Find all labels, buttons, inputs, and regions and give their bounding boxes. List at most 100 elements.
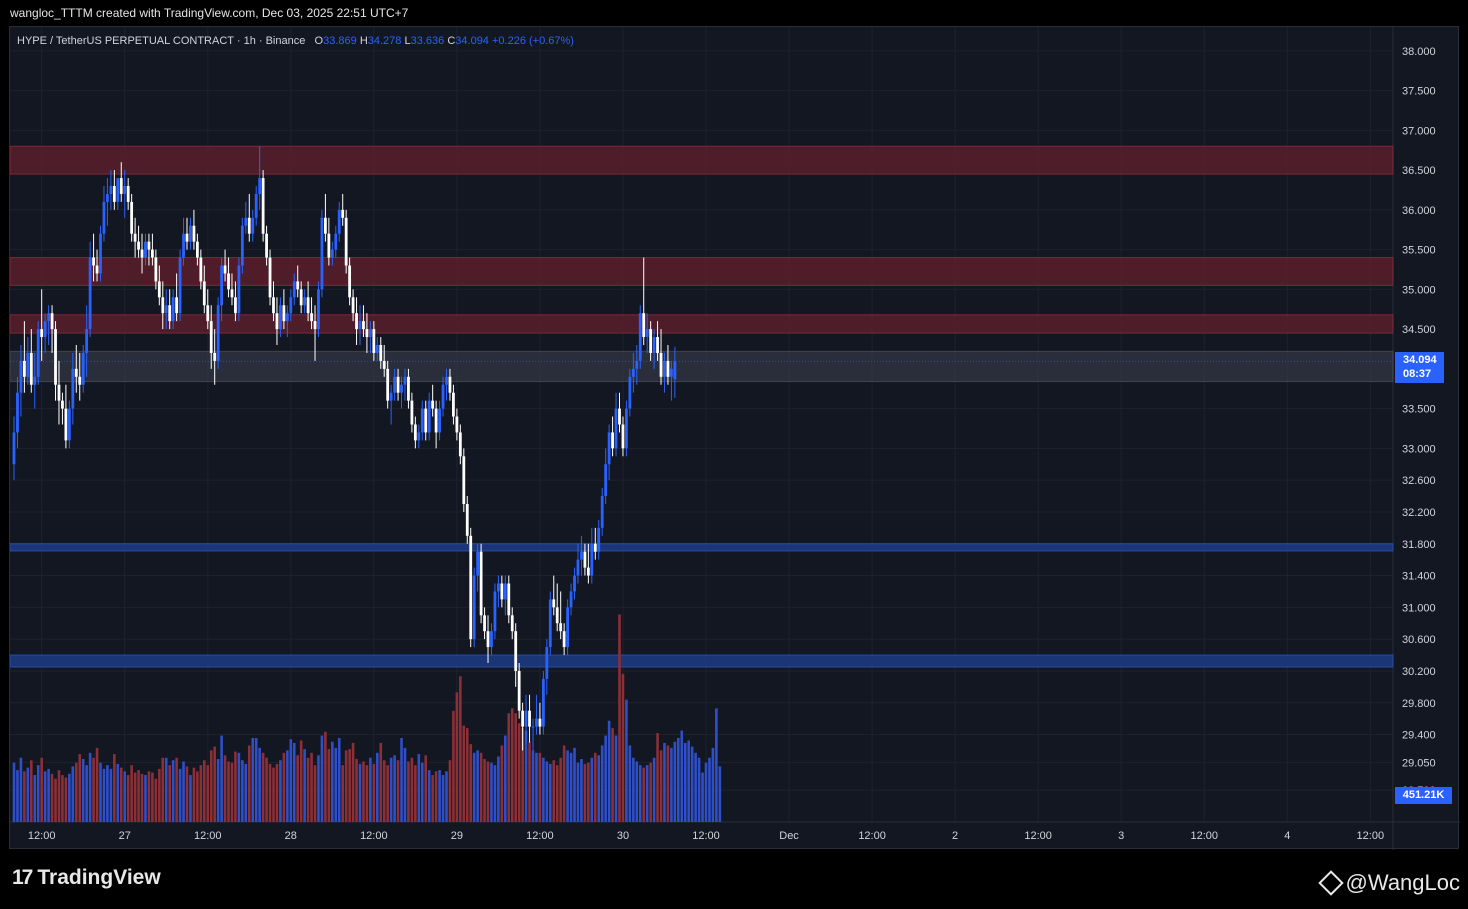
candle-body bbox=[317, 289, 320, 330]
volume-bar bbox=[33, 775, 37, 822]
candle-body bbox=[434, 408, 438, 433]
candle-body bbox=[642, 313, 646, 338]
candle-body bbox=[61, 400, 64, 409]
candle-body bbox=[330, 249, 334, 258]
candle-body bbox=[355, 313, 358, 330]
volume-bar bbox=[206, 765, 210, 822]
candle-body bbox=[427, 400, 431, 433]
candle-body bbox=[220, 265, 223, 306]
candle-body bbox=[78, 376, 82, 385]
volume-bar bbox=[708, 757, 711, 822]
candle-body bbox=[306, 297, 310, 314]
volume-bar bbox=[704, 762, 708, 822]
volume-bar bbox=[448, 760, 452, 822]
candle-body bbox=[638, 313, 642, 361]
volume-bar bbox=[500, 745, 504, 822]
tradingview-mark-icon: 17 bbox=[12, 866, 33, 889]
price-zones bbox=[10, 145, 1394, 668]
volume-bar bbox=[64, 777, 68, 822]
candle-body bbox=[341, 209, 345, 218]
candle-body bbox=[137, 241, 140, 250]
volume-bar bbox=[490, 762, 493, 822]
volume-bar bbox=[341, 765, 344, 822]
volume-bar bbox=[61, 775, 64, 822]
tradingview-logo[interactable]: 17 TradingView bbox=[12, 866, 161, 890]
chart-panel[interactable]: 38.000 37.500 37.000 36.500 36.000 35.500 35.0… bbox=[9, 26, 1460, 850]
candle-body bbox=[299, 289, 303, 306]
volume-bar bbox=[517, 723, 521, 822]
volume-bar bbox=[670, 747, 673, 822]
candle-body bbox=[559, 623, 563, 632]
author-watermark: @WangLoc bbox=[1317, 870, 1460, 896]
volume-bar bbox=[632, 757, 635, 822]
volume-bar bbox=[102, 768, 106, 822]
volume-bar bbox=[645, 765, 649, 822]
price-tick-label: 36.500 bbox=[1402, 165, 1436, 177]
volume-bar bbox=[680, 730, 684, 822]
candle-body bbox=[417, 432, 421, 441]
volume-bar bbox=[220, 735, 223, 822]
candlestick-chart[interactable]: 38.000 37.500 37.000 36.500 36.000 35.500 35.0… bbox=[10, 27, 1460, 850]
volume-bar bbox=[36, 765, 40, 822]
time-tick-label: 2 bbox=[952, 830, 958, 842]
price-axis: 38.000 37.500 37.000 36.500 36.000 35.500 35.0… bbox=[1402, 46, 1436, 797]
candle-body bbox=[254, 193, 258, 218]
volume-bar bbox=[452, 710, 455, 822]
volume-bar bbox=[147, 771, 151, 822]
candle-body bbox=[22, 360, 26, 377]
candle-body bbox=[517, 670, 521, 711]
volume-bar bbox=[196, 771, 199, 822]
candle-body bbox=[486, 631, 490, 648]
candle-body bbox=[576, 559, 580, 576]
open-label: O bbox=[314, 35, 324, 47]
candle-body bbox=[74, 368, 78, 377]
symbol-label: HYPE / TetherUS PERPETUAL CONTRACT · 1h … bbox=[17, 35, 306, 47]
change-value: +0.226 (+0.67%) bbox=[492, 35, 574, 47]
volume-bar bbox=[614, 735, 618, 822]
volume-bar bbox=[434, 771, 438, 822]
volume-bar bbox=[185, 766, 189, 822]
volume-bar bbox=[261, 752, 265, 822]
price-tick-label: 34.500 bbox=[1402, 324, 1436, 336]
volume-bar bbox=[119, 767, 123, 822]
volume-bar bbox=[552, 760, 556, 822]
volume-bar bbox=[74, 762, 78, 822]
time-tick-label: 12:00 bbox=[194, 830, 222, 842]
volume-bar bbox=[649, 762, 652, 822]
candle-body bbox=[666, 360, 670, 377]
candle-body bbox=[185, 233, 189, 242]
candle-body bbox=[178, 257, 182, 314]
candle-body bbox=[365, 329, 369, 338]
candle-body bbox=[313, 321, 317, 330]
volume-bar bbox=[462, 725, 466, 822]
price-tick-label: 35.500 bbox=[1402, 245, 1436, 257]
volume-bar bbox=[386, 765, 389, 822]
volume-bar bbox=[635, 761, 639, 822]
volume-bar bbox=[310, 752, 313, 822]
volume-bar bbox=[189, 775, 192, 822]
candle-body bbox=[614, 408, 618, 449]
volume-bar bbox=[618, 614, 621, 822]
volume-bar bbox=[355, 759, 358, 822]
candle-body bbox=[54, 329, 57, 385]
candle-body bbox=[531, 726, 535, 728]
candle-body bbox=[92, 257, 95, 266]
volume-bar bbox=[19, 757, 23, 822]
volume-bar bbox=[625, 699, 628, 822]
volume-bar bbox=[292, 742, 296, 822]
volume-bar bbox=[137, 770, 140, 822]
candle-body bbox=[126, 186, 130, 202]
volume-bar bbox=[493, 765, 497, 822]
volume-bar bbox=[566, 750, 569, 822]
volume-bar bbox=[694, 752, 697, 822]
volume-bar bbox=[40, 757, 43, 822]
candle-body bbox=[19, 360, 23, 393]
candle-body bbox=[171, 297, 175, 322]
price-tick-label: 31.000 bbox=[1402, 602, 1436, 614]
candle-body bbox=[334, 233, 338, 250]
volume-bar bbox=[642, 767, 646, 822]
volume-bar bbox=[486, 761, 490, 822]
time-tick-label: 28 bbox=[285, 830, 297, 842]
volume-bar bbox=[507, 713, 511, 822]
candle-body bbox=[607, 432, 611, 465]
